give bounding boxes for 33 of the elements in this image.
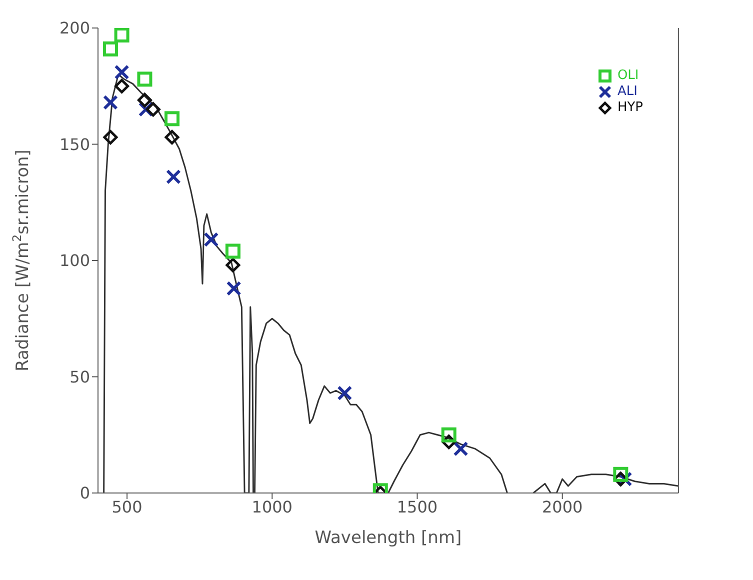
y-tick-label: 150 xyxy=(59,134,90,154)
x-tick-label: 500 xyxy=(112,497,142,516)
point xyxy=(166,169,181,184)
point xyxy=(114,28,130,42)
y-tick-label: 50 xyxy=(70,367,90,386)
x-tick-label: 1500 xyxy=(396,497,438,516)
x-tick-label: 2000 xyxy=(542,497,583,516)
legend-label: ALI xyxy=(617,84,638,100)
legend-label: HYP xyxy=(617,100,643,116)
point xyxy=(102,41,118,56)
y-tick-label: 100 xyxy=(59,251,90,270)
point xyxy=(114,64,130,80)
point xyxy=(102,94,118,110)
y-tick-label: 0 xyxy=(80,484,90,503)
point xyxy=(226,258,240,272)
point xyxy=(137,92,152,108)
point xyxy=(164,111,180,126)
point xyxy=(226,280,242,296)
point xyxy=(337,386,352,401)
point xyxy=(453,441,468,456)
point xyxy=(146,102,160,117)
point xyxy=(225,244,240,259)
point xyxy=(114,78,130,94)
y-tick-label: 200 xyxy=(59,18,90,38)
point xyxy=(204,232,219,248)
x-tick-label: 1000 xyxy=(252,497,292,516)
point xyxy=(137,72,152,87)
legend-label: OLI xyxy=(617,68,639,84)
point xyxy=(613,466,628,482)
point xyxy=(103,130,118,145)
point xyxy=(441,427,456,442)
point xyxy=(164,130,180,145)
x-axis-title: Wavelength [nm] xyxy=(314,528,462,548)
